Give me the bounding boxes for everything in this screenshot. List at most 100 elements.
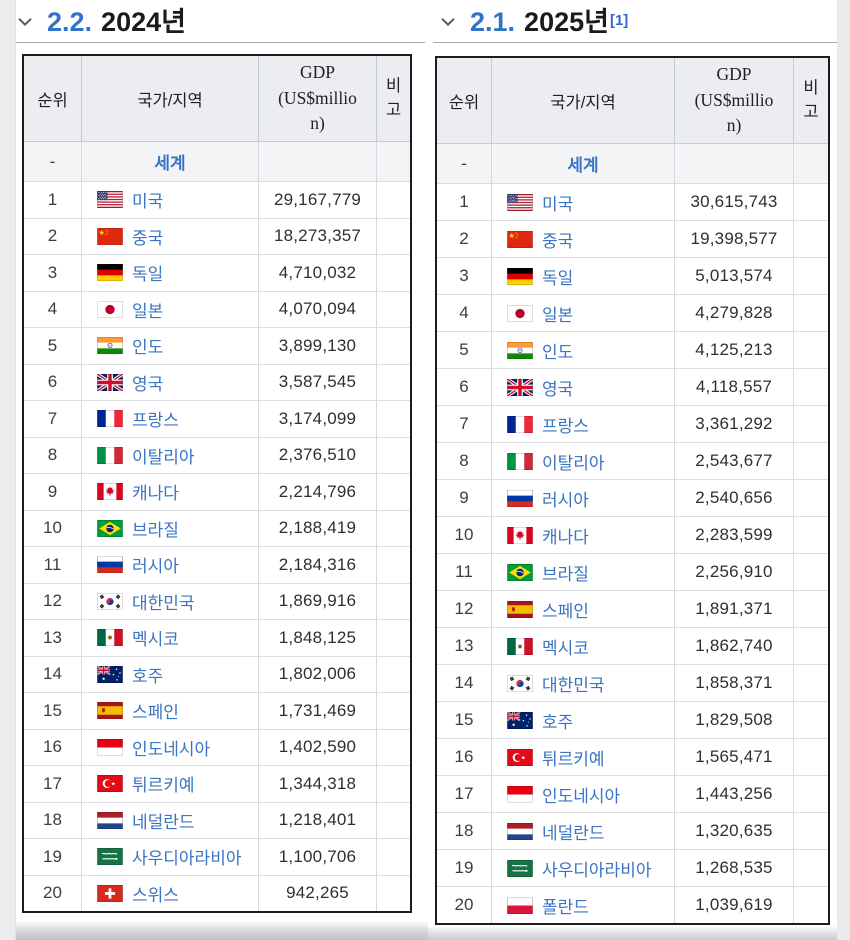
country-link[interactable]: 영국 xyxy=(542,379,574,399)
country-cell: 캐나다 xyxy=(492,517,675,553)
country-link[interactable]: 인도 xyxy=(542,342,574,362)
country-link[interactable]: 튀르키예 xyxy=(132,776,195,796)
rank-cell: 12 xyxy=(24,583,82,619)
country-link[interactable]: 브라질 xyxy=(542,564,589,584)
country-cell: 폴란드 xyxy=(492,887,675,923)
flag-it-icon xyxy=(97,446,123,464)
country-link[interactable]: 스페인 xyxy=(132,703,179,723)
flag-fr-icon xyxy=(97,410,123,428)
gdp-cell: 1,443,256 xyxy=(675,776,794,812)
country-link[interactable]: 호주 xyxy=(542,712,574,732)
gdp-cell: 1,862,740 xyxy=(675,628,794,664)
table-header-row: 순위 국가/지역 GDP (US$million) 비고 xyxy=(24,56,410,141)
country-link[interactable]: 캐나다 xyxy=(542,527,589,547)
header-note: 비고 xyxy=(386,77,402,119)
screenshot-bottom-shadow xyxy=(0,925,850,940)
section-2025: 2.1. 2025년[1] 순위 국가/지역 GDP (US$million) 비… xyxy=(433,0,850,925)
table-row: 11 러시아 2,184,316 xyxy=(24,546,410,583)
heading-divider xyxy=(433,42,850,43)
note-cell xyxy=(377,401,410,437)
country-link[interactable]: 호주 xyxy=(132,666,164,686)
gdp-cell: 942,265 xyxy=(259,875,377,911)
table-row: 13 멕시코 1,862,740 xyxy=(437,627,828,664)
country-link[interactable]: 폴란드 xyxy=(542,897,589,917)
country-link[interactable]: 영국 xyxy=(132,374,164,394)
flag-it-icon xyxy=(507,452,533,470)
country-link[interactable]: 캐나다 xyxy=(132,484,179,504)
country-link[interactable]: 네덜란드 xyxy=(542,823,605,843)
country-link[interactable]: 프랑스 xyxy=(132,411,179,431)
flag-id-icon xyxy=(507,785,533,803)
country-link[interactable]: 브라질 xyxy=(132,520,179,540)
world-link[interactable]: 세계 xyxy=(154,154,186,173)
note-cell xyxy=(794,887,828,923)
country-link[interactable]: 중국 xyxy=(542,231,574,251)
world-link[interactable]: 세계 xyxy=(567,156,599,175)
rank-cell: 7 xyxy=(437,406,492,442)
rank-cell: - xyxy=(437,144,492,183)
gdp-cell: 1,829,508 xyxy=(675,702,794,738)
country-link[interactable]: 멕시코 xyxy=(132,630,179,650)
country-link[interactable]: 러시아 xyxy=(132,557,179,577)
country-link[interactable]: 튀르키예 xyxy=(542,749,605,769)
section-heading-2025: 2.1. 2025년[1] xyxy=(433,0,850,38)
table-row: 8 이탈리아 2,376,510 xyxy=(24,436,410,473)
country-link[interactable]: 인도 xyxy=(132,338,164,358)
country-link[interactable]: 이탈리아 xyxy=(132,447,195,467)
gdp-cell: 2,184,316 xyxy=(259,547,377,583)
header-rank: 순위 xyxy=(437,58,492,143)
country-link[interactable]: 대한민국 xyxy=(132,593,195,613)
rank-cell: 7 xyxy=(24,401,82,437)
header-gdp: GDP (US$million) xyxy=(675,58,794,143)
gdp-cell: 4,118,557 xyxy=(675,369,794,405)
country-cell: 미국 xyxy=(82,182,259,218)
chevron-down-icon[interactable] xyxy=(16,13,34,31)
country-link[interactable]: 사우디아라비아 xyxy=(542,860,652,880)
country-link[interactable]: 프랑스 xyxy=(542,416,589,436)
table-header-row: 순위 국가/지역 GDP (US$million) 비고 xyxy=(437,58,828,143)
country-link[interactable]: 사우디아라비아 xyxy=(132,849,242,869)
country-cell: 인도네시아 xyxy=(492,776,675,812)
country-link[interactable]: 일본 xyxy=(542,305,574,325)
gdp-cell: 2,283,599 xyxy=(675,517,794,553)
country-link[interactable]: 러시아 xyxy=(542,490,589,510)
country-link[interactable]: 스위스 xyxy=(132,885,179,905)
gdp-cell: 1,218,401 xyxy=(259,802,377,838)
section-2024: 2.2. 2024년 순위 국가/지역 GDP (US$million) 비고 -… xyxy=(10,0,425,913)
country-link[interactable]: 인도네시아 xyxy=(542,786,621,806)
table-row: 14 대한민국 1,858,371 xyxy=(437,664,828,701)
country-link[interactable]: 중국 xyxy=(132,228,164,248)
flag-br-icon xyxy=(97,519,123,537)
table-row: 9 러시아 2,540,656 xyxy=(437,479,828,516)
gdp-cell: 1,100,706 xyxy=(259,839,377,875)
country-link[interactable]: 네덜란드 xyxy=(132,812,195,832)
country-cell: 독일 xyxy=(492,258,675,294)
rank-cell: 9 xyxy=(437,480,492,516)
country-link[interactable]: 대한민국 xyxy=(542,675,605,695)
country-link[interactable]: 이탈리아 xyxy=(542,453,605,473)
country-link[interactable]: 스페인 xyxy=(542,601,589,621)
gdp-cell: 2,214,796 xyxy=(259,474,377,510)
gdp-cell: 1,039,619 xyxy=(675,887,794,923)
country-link[interactable]: 미국 xyxy=(132,192,164,212)
flag-de-icon xyxy=(507,267,533,285)
country-link[interactable]: 독일 xyxy=(132,265,164,285)
country-link[interactable]: 미국 xyxy=(542,194,574,214)
country-link[interactable]: 멕시코 xyxy=(542,638,589,658)
country-cell: 일본 xyxy=(492,295,675,331)
gdp-cell: 1,802,006 xyxy=(259,656,377,692)
country-link[interactable]: 인도네시아 xyxy=(132,739,211,759)
table-row: 20 스위스 942,265 xyxy=(24,874,410,911)
gdp-cell: 1,869,916 xyxy=(259,583,377,619)
chevron-down-icon[interactable] xyxy=(439,13,457,31)
flag-nl-icon xyxy=(507,822,533,840)
world-cell: 세계 xyxy=(82,142,259,181)
table-row: 17 인도네시아 1,443,256 xyxy=(437,775,828,812)
country-cell: 영국 xyxy=(492,369,675,405)
gdp-cell: 1,402,590 xyxy=(259,729,377,765)
reference-link[interactable]: [1] xyxy=(609,11,629,29)
country-link[interactable]: 일본 xyxy=(132,301,164,321)
flag-br-icon xyxy=(507,563,533,581)
note-cell xyxy=(377,730,410,766)
country-link[interactable]: 독일 xyxy=(542,268,574,288)
